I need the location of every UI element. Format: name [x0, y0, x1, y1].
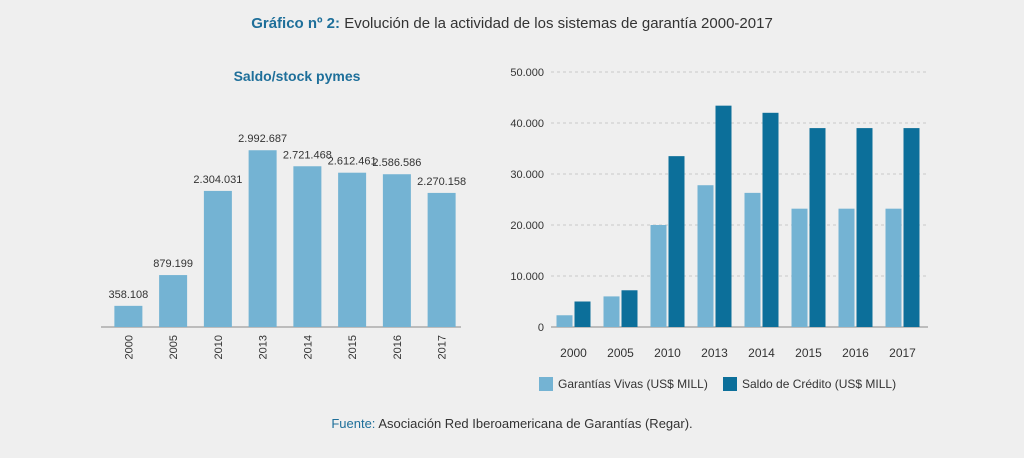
credito-bar-2010	[668, 156, 685, 327]
garantias-bar-2016	[838, 208, 855, 327]
right-y-tick: 10.000	[510, 271, 544, 283]
credito-bar-2005	[621, 290, 638, 327]
left-bar-2016	[382, 174, 411, 327]
right-y-tick: 40.000	[510, 118, 544, 130]
source-prefix: Fuente:	[331, 416, 376, 431]
garantias-bar-2013	[697, 185, 714, 327]
garantias-bar-2005	[603, 296, 620, 327]
left-bar-2014	[293, 166, 322, 327]
garantias-bar-2017	[885, 208, 902, 327]
right-x-tick-2015: 2015	[795, 346, 822, 360]
left-value-label-2005: 879.199	[153, 258, 193, 270]
credito-bar-2000	[574, 301, 591, 327]
left-x-tick-2014: 2014	[302, 335, 314, 359]
source-text: Asociación Red Iberoamericana de Garantí…	[378, 416, 693, 431]
left-bar-2015	[338, 172, 367, 327]
right-y-tick: 20.000	[510, 220, 544, 232]
left-bar-2005	[159, 275, 188, 327]
garantias-bar-2014	[744, 192, 761, 327]
left-x-tick-2000: 2000	[123, 335, 135, 359]
source-note: Fuente: Asociación Red Iberoamericana de…	[0, 416, 1024, 431]
left-bar-2010	[203, 190, 232, 327]
right-x-tick-2000: 2000	[560, 346, 587, 360]
credito-bar-2016	[856, 128, 873, 327]
left-chart-title: Saldo/stock pymes	[233, 68, 361, 84]
left-value-label-2017: 2.270.158	[417, 176, 466, 188]
left-x-tick-2010: 2010	[213, 335, 225, 359]
credito-bar-2013	[715, 105, 732, 327]
legend-swatch-credito	[723, 377, 737, 391]
chart-title: Gráfico nº 2: Evolución de la actividad …	[0, 15, 1024, 32]
credito-bar-2017	[903, 128, 920, 327]
left-x-tick-2005: 2005	[168, 335, 180, 359]
right-y-tick: 50.000	[510, 67, 544, 79]
chart-title-text: Evolución de la actividad de los sistema…	[344, 15, 773, 32]
legend-label-credito: Saldo de Crédito (US$ MILL)	[742, 377, 896, 391]
legend-label-garantias: Garantías Vivas (US$ MILL)	[558, 377, 708, 391]
left-value-label-2000: 358.108	[108, 289, 148, 301]
left-bar-2000	[114, 305, 143, 327]
legend-swatch-garantias	[539, 377, 553, 391]
left-x-tick-2016: 2016	[392, 335, 404, 359]
garantias-bar-2000	[556, 315, 573, 327]
credito-bar-2014	[762, 112, 779, 327]
garantias-bar-2015	[791, 208, 808, 327]
right-x-tick-2017: 2017	[889, 346, 916, 360]
left-value-label-2014: 2.721.468	[283, 149, 332, 161]
left-x-tick-2013: 2013	[258, 335, 270, 359]
left-value-label-2016: 2.586.586	[372, 157, 421, 169]
right-y-tick: 0	[538, 322, 544, 334]
left-value-label-2015: 2.612.461	[328, 156, 377, 168]
right-y-tick: 30.000	[510, 169, 544, 181]
chart-title-prefix: Gráfico nº 2:	[251, 15, 341, 32]
right-x-tick-2010: 2010	[654, 346, 681, 360]
left-bar-2017	[427, 192, 456, 327]
left-bar-2013	[248, 150, 277, 327]
right-x-tick-2005: 2005	[607, 346, 634, 360]
right-x-tick-2016: 2016	[842, 346, 869, 360]
right-x-tick-2013: 2013	[701, 346, 728, 360]
garantias-bar-2010	[650, 225, 667, 327]
right-x-tick-2014: 2014	[748, 346, 775, 360]
left-value-label-2013: 2.992.687	[238, 133, 287, 145]
left-value-label-2010: 2.304.031	[193, 174, 242, 186]
left-x-tick-2017: 2017	[437, 335, 449, 359]
credito-bar-2015	[809, 128, 826, 327]
left-x-tick-2015: 2015	[347, 335, 359, 359]
